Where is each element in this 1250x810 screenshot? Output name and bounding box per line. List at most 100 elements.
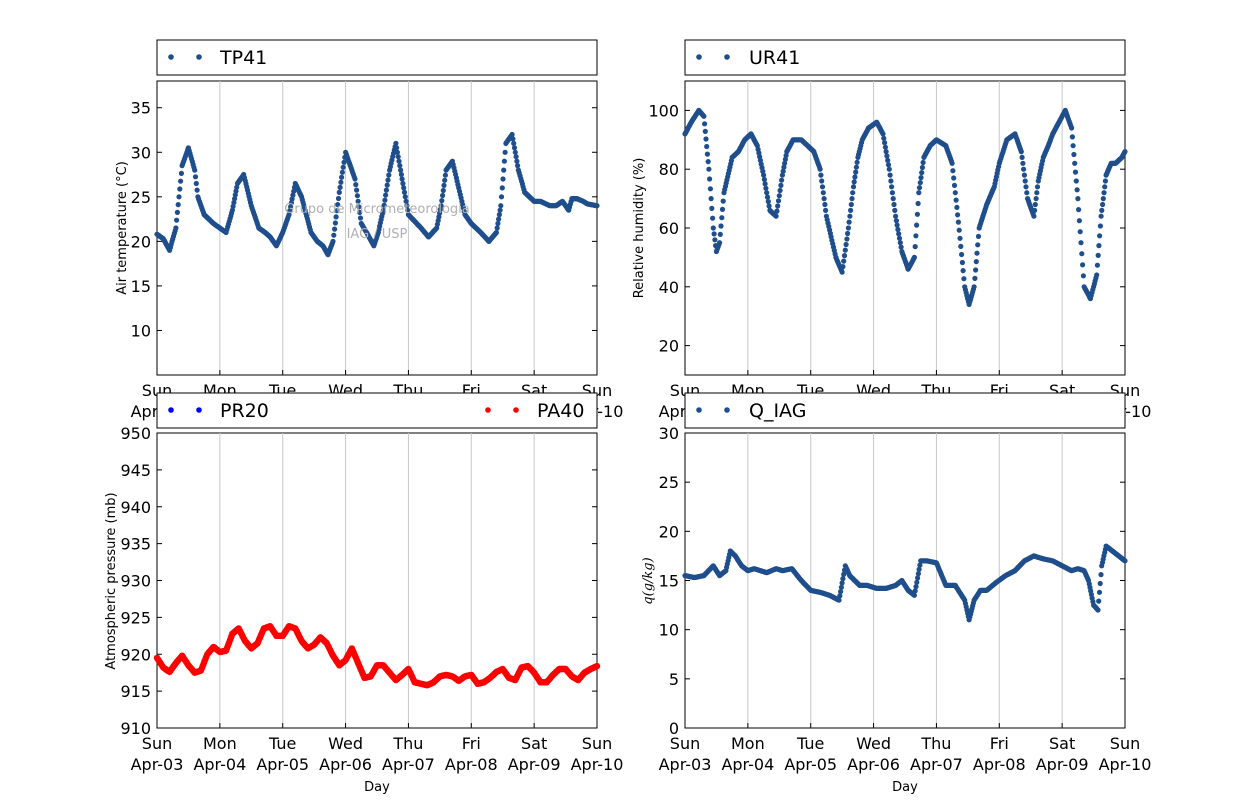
data-point — [849, 196, 855, 202]
data-point — [502, 149, 508, 155]
data-point — [334, 208, 340, 214]
data-point — [192, 167, 198, 173]
data-point — [774, 208, 780, 214]
data-point — [893, 218, 900, 224]
x-tick-day: Thu — [920, 734, 951, 753]
x-tick-day: Tue — [268, 734, 296, 753]
watermark-line-2: IAG / USP — [347, 227, 408, 242]
data-point — [335, 195, 342, 202]
data-point — [708, 196, 714, 202]
legend: UR41 — [696, 47, 800, 69]
y-tick-label: 100 — [648, 101, 679, 120]
data-point — [717, 231, 723, 237]
legend-label: PR20 — [220, 400, 269, 422]
data-point — [951, 182, 958, 188]
data-point — [1100, 196, 1106, 202]
data-point — [764, 194, 771, 200]
data-point — [335, 202, 341, 208]
data-point — [705, 159, 711, 165]
x-tick-day: Thu — [392, 734, 423, 753]
data-point — [401, 189, 408, 195]
data-point — [891, 201, 897, 208]
data-point — [919, 170, 925, 176]
data-points — [154, 131, 600, 258]
data-point — [707, 176, 713, 182]
legend-label: Q_IAG — [749, 400, 806, 422]
data-point — [845, 230, 851, 237]
data-point — [355, 198, 361, 204]
data-point — [1034, 184, 1041, 190]
data-points — [682, 543, 1128, 623]
data-point — [972, 275, 978, 281]
y-tick-label: 20 — [659, 337, 679, 356]
data-point — [915, 571, 922, 577]
data-point — [883, 149, 889, 155]
data-point — [776, 193, 782, 199]
x-tick-date: Apr-10 — [1099, 755, 1152, 774]
data-point — [514, 158, 520, 164]
data-point — [1096, 589, 1103, 595]
data-point — [719, 215, 725, 221]
legend: Q_IAG — [696, 400, 806, 422]
data-point — [960, 268, 966, 274]
data-point — [777, 187, 783, 194]
x-tick-day: Sat — [1049, 734, 1075, 753]
data-point — [820, 190, 826, 196]
data-point — [852, 174, 858, 180]
data-point — [512, 149, 518, 155]
data-point — [703, 136, 709, 142]
legend-marker — [196, 407, 202, 413]
plot-frame — [156, 432, 598, 729]
x-tick-day: Sun — [142, 734, 172, 753]
data-point — [1096, 243, 1102, 249]
y-tick-label: 930 — [120, 572, 151, 591]
data-point — [1077, 229, 1083, 235]
data-point — [959, 251, 965, 258]
y-tick-label: 935 — [120, 535, 151, 554]
data-point — [779, 177, 785, 183]
data-point — [286, 212, 292, 218]
specific-humidity-panel: 0 5 10 15 20 25 30 Sun Apr-03 Mon Apr-04 Tue Apr-05… — [641, 392, 1152, 795]
x-tick-day: Sun — [1110, 734, 1140, 753]
data-point — [841, 258, 847, 264]
data-point — [783, 152, 789, 159]
data-point — [761, 176, 768, 183]
data-point — [442, 172, 448, 178]
data-point — [496, 216, 502, 222]
y-tick-label: 0 — [669, 719, 679, 738]
x-grid — [747, 433, 1063, 728]
data-point — [892, 207, 898, 213]
data-point — [174, 217, 180, 223]
legend-box — [156, 392, 598, 429]
data-point — [385, 177, 391, 183]
data-point — [1069, 134, 1075, 140]
data-point — [836, 597, 842, 603]
data-point — [971, 284, 977, 290]
data-point — [846, 219, 852, 225]
data-point — [854, 159, 860, 165]
data-point — [951, 175, 957, 181]
data-point — [1099, 207, 1105, 213]
x-tick-date: Apr-04 — [721, 755, 774, 774]
data-point — [511, 140, 517, 146]
data-point — [775, 203, 781, 209]
data-point — [840, 576, 846, 582]
y-tick-label: 35 — [131, 99, 151, 118]
data-point — [975, 233, 982, 239]
x-tick-date: Apr-09 — [508, 755, 561, 774]
data-point — [704, 143, 710, 150]
data-point — [500, 176, 506, 182]
data-point — [1080, 262, 1086, 268]
data-point — [400, 180, 406, 187]
data-point — [353, 182, 359, 188]
data-point — [782, 156, 789, 162]
data-point — [887, 172, 893, 178]
data-point — [1098, 572, 1104, 578]
y-tick-label: 25 — [659, 473, 679, 492]
x-tick-day: Wed — [328, 734, 363, 753]
data-point — [781, 164, 787, 170]
data-point — [893, 213, 899, 219]
legend-marker — [724, 407, 730, 413]
y-tick-label: 910 — [120, 719, 151, 738]
data-point — [911, 254, 918, 260]
